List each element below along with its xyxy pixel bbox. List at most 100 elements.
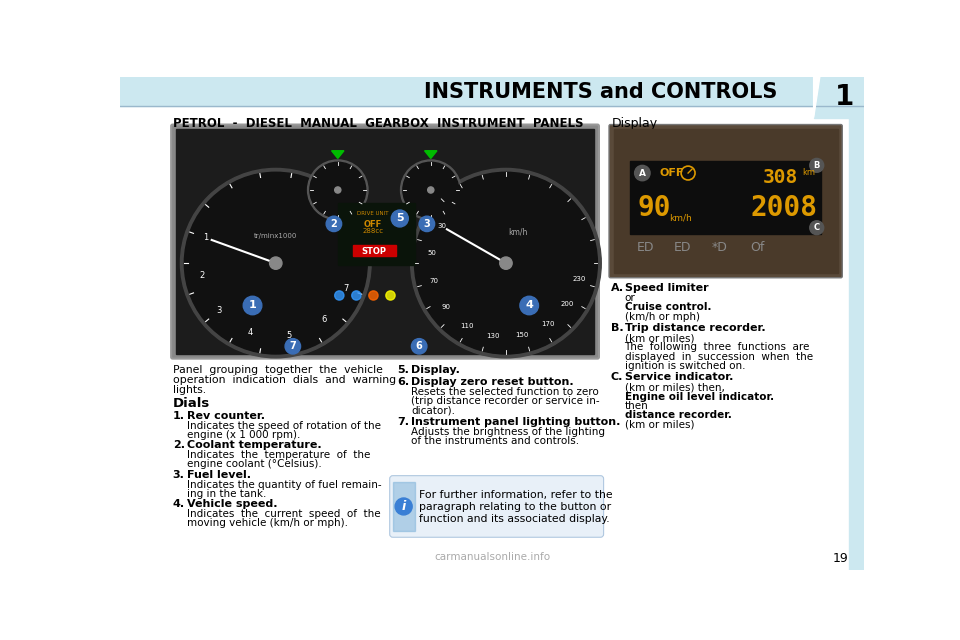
Text: Indicates  the  temperature  of  the: Indicates the temperature of the — [186, 451, 370, 460]
Text: Trip distance recorder.: Trip distance recorder. — [625, 323, 765, 333]
Bar — [338, 203, 416, 265]
Circle shape — [809, 221, 824, 235]
Text: Resets the selected function to zero: Resets the selected function to zero — [412, 387, 599, 397]
Text: B.: B. — [611, 323, 623, 333]
Text: C: C — [814, 223, 820, 232]
Text: A.: A. — [611, 283, 624, 293]
Circle shape — [396, 498, 412, 515]
Text: Instrument panel lighting button.: Instrument panel lighting button. — [412, 417, 621, 427]
Text: 4.: 4. — [173, 499, 185, 509]
Polygon shape — [814, 77, 864, 118]
Text: km/h: km/h — [508, 228, 527, 237]
Text: 70: 70 — [429, 278, 439, 284]
Text: 7.: 7. — [397, 417, 410, 427]
Text: 1: 1 — [204, 234, 208, 243]
Text: C.: C. — [611, 372, 623, 383]
Text: 5: 5 — [396, 214, 403, 223]
Text: 6: 6 — [416, 341, 422, 351]
Text: 6: 6 — [321, 316, 326, 324]
Text: STOP: STOP — [362, 247, 387, 256]
Text: 7: 7 — [290, 341, 297, 351]
Circle shape — [386, 291, 396, 300]
Text: 288cc: 288cc — [362, 228, 383, 234]
Text: paragraph relating to the button or: paragraph relating to the button or — [420, 502, 612, 512]
Text: tr/minx1000: tr/minx1000 — [254, 233, 298, 239]
Text: 110: 110 — [460, 323, 473, 329]
Text: Cruise control.: Cruise control. — [625, 303, 711, 312]
FancyBboxPatch shape — [390, 476, 604, 537]
Text: 19: 19 — [833, 552, 849, 565]
Polygon shape — [814, 77, 820, 118]
Text: engine (x 1 000 rpm).: engine (x 1 000 rpm). — [186, 430, 300, 440]
Text: i: i — [401, 500, 406, 513]
Text: Panel  grouping  together  the  vehicle: Panel grouping together the vehicle — [173, 365, 383, 375]
Text: of the instruments and controls.: of the instruments and controls. — [412, 436, 580, 446]
Text: Indicates  the  current  speed  of  the: Indicates the current speed of the — [186, 509, 380, 519]
Circle shape — [369, 291, 378, 300]
Text: carmanualsonline.info: carmanualsonline.info — [434, 552, 550, 562]
Circle shape — [392, 210, 408, 227]
Text: (km or miles) then,: (km or miles) then, — [625, 383, 725, 392]
Text: 308: 308 — [763, 168, 798, 188]
Circle shape — [180, 168, 372, 358]
Text: function and its associated display.: function and its associated display. — [420, 514, 610, 524]
Text: INSTRUMENTS and CONTROLS: INSTRUMENTS and CONTROLS — [423, 82, 778, 102]
Text: ЕD: ЕD — [636, 241, 654, 254]
Text: ED: ED — [674, 241, 691, 254]
Circle shape — [400, 160, 461, 220]
Text: DRIVE UNIT: DRIVE UNIT — [357, 211, 389, 216]
Circle shape — [420, 216, 435, 232]
Text: 170: 170 — [540, 321, 554, 328]
Circle shape — [411, 168, 601, 358]
Text: 5.: 5. — [397, 365, 409, 375]
Circle shape — [427, 187, 434, 193]
Circle shape — [285, 339, 300, 354]
Text: 150: 150 — [515, 332, 528, 339]
Text: 3: 3 — [216, 306, 222, 315]
Text: 230: 230 — [572, 275, 586, 282]
Bar — [393, 482, 415, 531]
Text: 2: 2 — [330, 219, 337, 229]
Text: 2.: 2. — [173, 440, 184, 451]
Text: dicator).: dicator). — [412, 406, 455, 415]
Text: 1: 1 — [835, 83, 854, 111]
Circle shape — [184, 172, 368, 354]
Text: 6.: 6. — [397, 377, 410, 387]
Text: PETROL  -  DIESEL  MANUAL  GEARBOX  INSTRUMENT  PANELS: PETROL - DIESEL MANUAL GEARBOX INSTRUMEN… — [173, 117, 584, 130]
Text: Display.: Display. — [412, 365, 460, 375]
Text: moving vehicle (km/h or mph).: moving vehicle (km/h or mph). — [186, 518, 348, 528]
Text: Engine oil level indicator.: Engine oil level indicator. — [625, 392, 774, 402]
Text: km: km — [803, 168, 815, 177]
Bar — [630, 161, 822, 234]
Text: B: B — [813, 161, 820, 170]
Circle shape — [335, 187, 341, 193]
Text: (km/h or mph): (km/h or mph) — [625, 312, 700, 322]
Text: Adjusts the brightness of the lighting: Adjusts the brightness of the lighting — [412, 427, 606, 437]
Text: ing in the tank.: ing in the tank. — [186, 489, 266, 499]
Text: 30: 30 — [437, 223, 446, 229]
Text: A: A — [638, 168, 646, 177]
Text: km/h: km/h — [669, 213, 691, 222]
Text: 1.: 1. — [173, 411, 184, 421]
Polygon shape — [331, 150, 344, 159]
Text: ignition is switched on.: ignition is switched on. — [625, 361, 745, 371]
Circle shape — [635, 165, 650, 180]
Bar — [849, 107, 864, 570]
Text: 5: 5 — [286, 332, 291, 340]
FancyBboxPatch shape — [171, 125, 599, 358]
Text: engine coolant (°Celsius).: engine coolant (°Celsius). — [186, 460, 322, 470]
Text: Display zero reset button.: Display zero reset button. — [412, 377, 574, 387]
Text: Service indicator.: Service indicator. — [625, 372, 732, 383]
Text: 2008: 2008 — [751, 195, 818, 222]
Text: (km or miles): (km or miles) — [625, 333, 694, 343]
Text: 200: 200 — [561, 301, 574, 307]
Bar — [176, 129, 594, 354]
Text: 130: 130 — [487, 333, 500, 339]
Text: Rev counter.: Rev counter. — [186, 411, 265, 421]
Circle shape — [270, 257, 282, 269]
Circle shape — [520, 296, 539, 315]
Text: operation  indication  dials  and  warning: operation indication dials and warning — [173, 375, 396, 385]
Text: 90: 90 — [442, 303, 450, 310]
Text: Indicates the quantity of fuel remain-: Indicates the quantity of fuel remain- — [186, 479, 381, 490]
Circle shape — [326, 216, 342, 232]
